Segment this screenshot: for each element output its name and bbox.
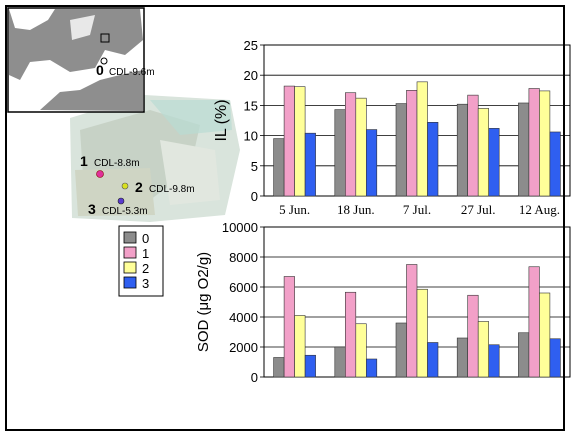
y-tick-label: 8000 [229, 250, 258, 265]
station-0-marker [100, 57, 108, 65]
y-tick-label: 0 [251, 370, 258, 385]
legend-swatch-2 [123, 261, 137, 274]
bar-1-2 [406, 90, 418, 197]
station-3-marker [117, 197, 125, 205]
y-tick-label: 10000 [222, 220, 258, 235]
bar-3-4 [549, 131, 561, 197]
x-category-label: 18 Jun. [337, 202, 375, 217]
bar-3-0 [304, 354, 316, 378]
legend-swatch-3 [123, 276, 137, 289]
il-chart: 0 5 10 15 20 25 5 Jun. 18 Jun. 7 Jul. 27 Jul. 12 A… [213, 38, 571, 217]
y-axis-title: IL (%) [213, 99, 230, 141]
y-tick-label: 25 [244, 38, 258, 53]
bar-2-2 [416, 81, 428, 197]
bar-3-3 [488, 128, 500, 197]
station-1-marker [96, 170, 104, 178]
inset-map [7, 7, 145, 113]
bar-3-0 [304, 132, 316, 197]
station-1-depth: CDL-8.8m [94, 158, 140, 169]
bar-1-1 [344, 291, 357, 378]
bar-1-1 [344, 92, 357, 197]
bar-0-1 [334, 346, 346, 378]
legend-label-2: 2 [142, 261, 149, 276]
station-2-marker [121, 182, 129, 190]
y-tick-label: 10 [244, 129, 258, 144]
station-0-id: 0 [96, 62, 104, 78]
bar-3-3 [488, 344, 500, 378]
bar-3-1 [365, 129, 378, 197]
x-category-label: 7 Jul. [403, 202, 431, 217]
legend-swatch-0 [123, 231, 137, 244]
bar-2-3 [477, 108, 490, 197]
bar-0-3 [456, 337, 469, 378]
figure-frame [5, 5, 565, 431]
station-1-id: 1 [80, 153, 88, 169]
bar-0-4 [518, 332, 530, 378]
station-0-depth: CDL-9.6m [109, 67, 155, 78]
bar-1-2 [406, 264, 418, 378]
bar-3-1 [365, 358, 378, 378]
y-tick-label: 20 [244, 68, 258, 83]
y-tick-label: 5 [251, 159, 258, 174]
inset-area-marker [100, 33, 110, 43]
bar-1-4 [528, 266, 540, 378]
bar-2-1 [355, 323, 367, 378]
x-category-label: 5 Jun. [279, 202, 310, 217]
bar-0-0 [273, 138, 285, 197]
bar-0-1 [334, 109, 346, 197]
y-tick-label: 15 [244, 98, 258, 113]
bar-1-3 [467, 94, 479, 197]
bar-1-4 [528, 88, 540, 197]
legend-label-3: 3 [142, 276, 149, 291]
bar-2-1 [355, 97, 367, 197]
bar-0-2 [395, 103, 407, 197]
y-axis-title: SOD (μg O2/g) [195, 252, 212, 352]
bar-0-4 [518, 102, 530, 197]
station-2-id: 2 [135, 179, 143, 195]
bar-0-3 [456, 103, 469, 197]
station-3-depth: CDL-5.3m [102, 206, 148, 217]
y-tick-label: 6000 [229, 280, 258, 295]
bar-0-0 [273, 357, 285, 378]
x-category-label: 12 Aug. [519, 202, 560, 217]
bar-2-0 [294, 315, 306, 378]
y-tick-label: 0 [251, 189, 258, 204]
bar-0-2 [395, 322, 407, 378]
x-category-label: 27 Jul. [461, 202, 496, 217]
bar-2-0 [294, 86, 306, 197]
bar-2-4 [539, 90, 551, 197]
bar-2-2 [416, 288, 428, 378]
aerial-photo [70, 95, 240, 222]
y-tick-label: 4000 [229, 310, 258, 325]
sod-chart: 0 2000 4000 6000 8000 10000 SOD (μg O2/g) [195, 220, 571, 385]
station-3-id: 3 [88, 201, 96, 217]
bar-1-0 [283, 276, 295, 378]
bar-2-3 [477, 321, 490, 378]
legend-label-1: 1 [142, 246, 149, 261]
bar-1-3 [467, 294, 479, 378]
bar-1-0 [283, 85, 295, 197]
bar-3-2 [427, 122, 439, 197]
y-tick-label: 2000 [229, 340, 258, 355]
bar-3-2 [427, 342, 439, 378]
bar-3-4 [549, 338, 561, 378]
bar-2-4 [539, 292, 551, 378]
station-2-depth: CDL-9.8m [149, 184, 195, 195]
legend-swatch-1 [123, 246, 137, 259]
legend-label-0: 0 [142, 231, 149, 246]
